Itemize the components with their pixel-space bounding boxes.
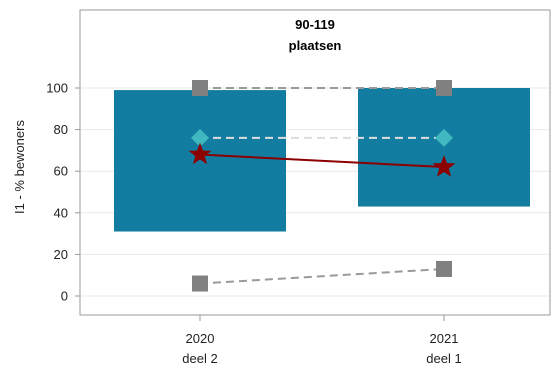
- chart-title-line-2: plaatsen: [289, 38, 342, 53]
- chart-title-line-1: 90-119: [295, 17, 335, 32]
- y-tick-label: 100: [46, 81, 68, 96]
- series-markers: [188, 80, 456, 292]
- diamond-marker: [191, 128, 209, 147]
- range-bars: [114, 88, 530, 232]
- series-line: [199, 267, 445, 285]
- square-marker: [192, 275, 208, 292]
- diamond-marker: [435, 128, 453, 147]
- x-tick-label-part: deel 1: [426, 351, 461, 366]
- y-tick-label: 40: [54, 205, 68, 220]
- x-axis: 2020 deel 2 2021 deel 1: [182, 315, 462, 366]
- y-tick-label: 80: [54, 122, 68, 137]
- series-lines: [199, 87, 445, 285]
- series-line: [199, 153, 445, 169]
- x-tick-label-year: 2021: [430, 331, 459, 346]
- square-marker: [436, 260, 452, 277]
- y-axis-title: I1 - % bewoners: [12, 120, 27, 214]
- star-marker: [432, 155, 456, 177]
- y-axis: 0 20 40 60 80 100: [46, 81, 80, 304]
- x-tick-label-year: 2020: [186, 331, 215, 346]
- star-marker: [188, 142, 212, 165]
- range-bar: [114, 90, 286, 232]
- range-bar: [358, 88, 530, 207]
- square-marker: [192, 80, 208, 96]
- y-tick-label: 60: [54, 164, 68, 179]
- y-tick-label: 0: [61, 289, 68, 304]
- y-tick-label: 20: [54, 247, 68, 262]
- square-marker: [436, 80, 452, 96]
- x-tick-label-part: deel 2: [182, 351, 217, 366]
